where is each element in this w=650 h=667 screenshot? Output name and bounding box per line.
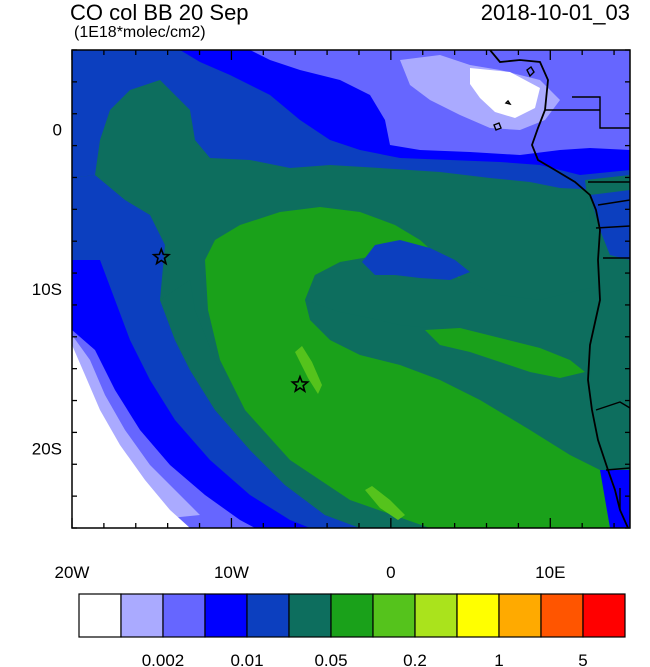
chart-title: CO col BB 20 Sep bbox=[70, 0, 249, 25]
colorbar-label: 0.002 bbox=[142, 651, 185, 667]
star-marker bbox=[151, 246, 172, 266]
colorbar-label: 0.01 bbox=[230, 651, 263, 667]
x-tick-label: 10E bbox=[535, 563, 565, 582]
colorbar-box bbox=[162, 593, 206, 638]
islands bbox=[493, 65, 535, 131]
colorbar-label: 0.05 bbox=[314, 651, 347, 667]
colorbar-box bbox=[582, 593, 626, 638]
colorbar-box bbox=[372, 593, 416, 638]
colorbar-box bbox=[246, 593, 290, 638]
field-east-tongue bbox=[425, 328, 585, 378]
colorbar-label: 1 bbox=[494, 651, 503, 667]
y-tick-label: 20S bbox=[32, 439, 62, 458]
plot-frame bbox=[71, 49, 631, 529]
colorbar-box bbox=[78, 593, 122, 638]
field-north-white bbox=[470, 68, 540, 118]
field-streak-1 bbox=[295, 346, 322, 394]
map-field bbox=[72, 50, 630, 528]
x-tick-label: 10W bbox=[214, 563, 249, 582]
colorbar-box bbox=[288, 593, 332, 638]
field-teal-band bbox=[160, 280, 420, 528]
field-swirl-blue bbox=[362, 240, 470, 280]
axis-tick-labels: 20W 10W 0 10E 0 10S 20S bbox=[32, 121, 566, 582]
star-marker bbox=[290, 374, 310, 393]
colorbar-label: 5 bbox=[578, 651, 587, 667]
y-tick-label: 0 bbox=[53, 121, 62, 140]
colorbar-label: 0.2 bbox=[403, 651, 427, 667]
colorbar-box bbox=[330, 593, 374, 638]
africa-coastline bbox=[489, 50, 629, 528]
colorbar-box bbox=[120, 593, 164, 638]
field-west-white bbox=[72, 345, 190, 528]
colorbar-box bbox=[204, 593, 248, 638]
colorbar-box bbox=[414, 593, 458, 638]
y-tick-label: 10S bbox=[32, 280, 62, 299]
field-east-land-blue bbox=[590, 190, 630, 260]
field-green-plume bbox=[205, 207, 630, 528]
colorbar-box bbox=[540, 593, 584, 638]
chart-timestamp: 2018-10-01_03 bbox=[480, 0, 630, 25]
x-tick-label: 20W bbox=[55, 563, 90, 582]
colorbar: 0.002 0.01 0.05 0.2 1 5 bbox=[78, 593, 626, 667]
country-borders bbox=[545, 96, 630, 510]
field-streak-2 bbox=[365, 486, 405, 520]
x-tick-label: 0 bbox=[386, 563, 395, 582]
station-markers bbox=[151, 246, 310, 393]
axis-ticks bbox=[71, 49, 630, 529]
chart-units: (1E18*molec/cm2) bbox=[74, 24, 206, 41]
colorbar-box bbox=[456, 593, 500, 638]
colorbar-box bbox=[498, 593, 542, 638]
